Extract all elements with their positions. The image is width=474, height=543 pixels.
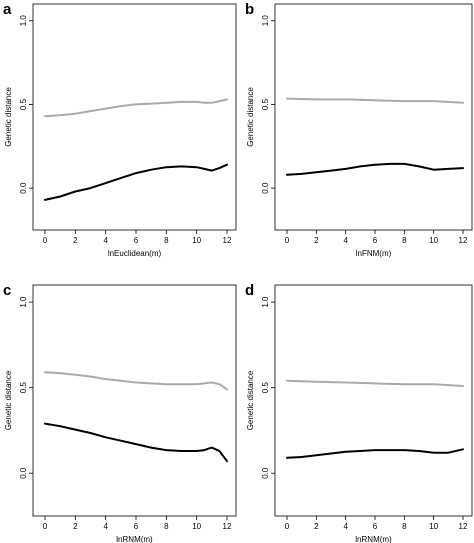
y-axis-label: Genetic distance [246,87,255,147]
plot-frame [274,284,473,517]
x-axis-label: lnEuclidean(m) [108,249,162,258]
panel-c: c 0.0 0.5 1.0 0 2 4 6 8 10 12 lnRNM(m) Genetic dista… [3,282,237,543]
y-axis-label: Genetic distance [246,370,255,430]
x-tick-label: 8 [402,522,407,531]
x-tick-label: 4 [103,522,108,531]
x-tick-label: 10 [429,522,438,531]
x-tick-label: 10 [429,236,438,245]
x-tick-label: 0 [285,522,290,531]
series-line-black [286,448,464,459]
panel-letter: c [3,282,11,299]
x-tick-label: 12 [459,522,468,531]
x-tick-label: 6 [134,236,139,245]
y-tick-label: 1.0 [19,296,28,308]
series-line-black [286,162,464,176]
x-tick-label: 10 [192,236,201,245]
y-tick-label: 1.0 [261,296,270,308]
panel-b: b 0.0 0.5 1.0 0 2 4 6 8 10 12 lnFNM(m) Genetic dista… [245,1,473,258]
x-tick-label: 6 [373,236,378,245]
plot-frame [32,3,237,231]
x-tick-label: 0 [43,522,48,531]
y-tick-label: 0.0 [261,467,270,479]
x-tick-label: 2 [314,236,319,245]
x-axis-label: lnFNM(m) [356,249,392,258]
x-tick-label: 0 [285,236,290,245]
panel-d: d 0.0 0.5 1.0 0 2 4 6 8 10 12 lnRNM(m) Genetic dista… [245,282,473,543]
x-tick-label: 0 [43,236,48,245]
y-tick-label: 0.0 [19,467,28,479]
panel-letter: a [3,1,12,18]
y-tick-label: 0.5 [19,98,28,110]
panel-a: a 0.0 0.5 1.0 0 2 4 6 8 10 12 lnEuclidean(m) Genetic… [3,1,237,258]
x-tick-label: 6 [373,522,378,531]
x-tick-label: 2 [314,522,319,531]
x-tick-label: 2 [73,522,78,531]
x-axis-label: lnRNM(m) [355,535,392,543]
x-tick-label: 8 [164,236,169,245]
y-tick-label: 0.5 [261,382,270,394]
x-tick-label: 6 [134,522,139,531]
y-tick-label: 0.0 [261,182,270,194]
x-axis-label: lnRNM(m) [116,535,153,543]
series-line-grey [286,379,464,387]
plot-frame [32,284,237,517]
y-tick-label: 0.0 [19,182,28,194]
y-axis-label: Genetic distance [4,87,13,147]
y-tick-label: 1.0 [19,15,28,27]
panel-letter: b [245,1,254,18]
series-line-black [44,422,228,463]
x-tick-label: 4 [103,236,108,245]
x-tick-label: 12 [223,236,232,245]
x-tick-label: 10 [192,522,201,531]
x-tick-label: 4 [343,236,348,245]
series-line-black [44,163,228,201]
series-line-grey [44,98,228,118]
x-tick-label: 2 [73,236,78,245]
y-tick-label: 0.5 [261,98,270,110]
x-tick-label: 8 [164,522,169,531]
series-line-grey [44,371,228,391]
x-tick-label: 12 [459,236,468,245]
panel-letter: d [245,282,254,299]
y-tick-label: 1.0 [261,15,270,27]
plot-frame [274,3,473,231]
x-tick-label: 8 [402,236,407,245]
x-tick-label: 12 [223,522,232,531]
x-tick-label: 4 [343,522,348,531]
y-tick-label: 0.5 [19,382,28,394]
y-axis-label: Genetic distance [4,370,13,430]
series-line-grey [286,97,464,104]
